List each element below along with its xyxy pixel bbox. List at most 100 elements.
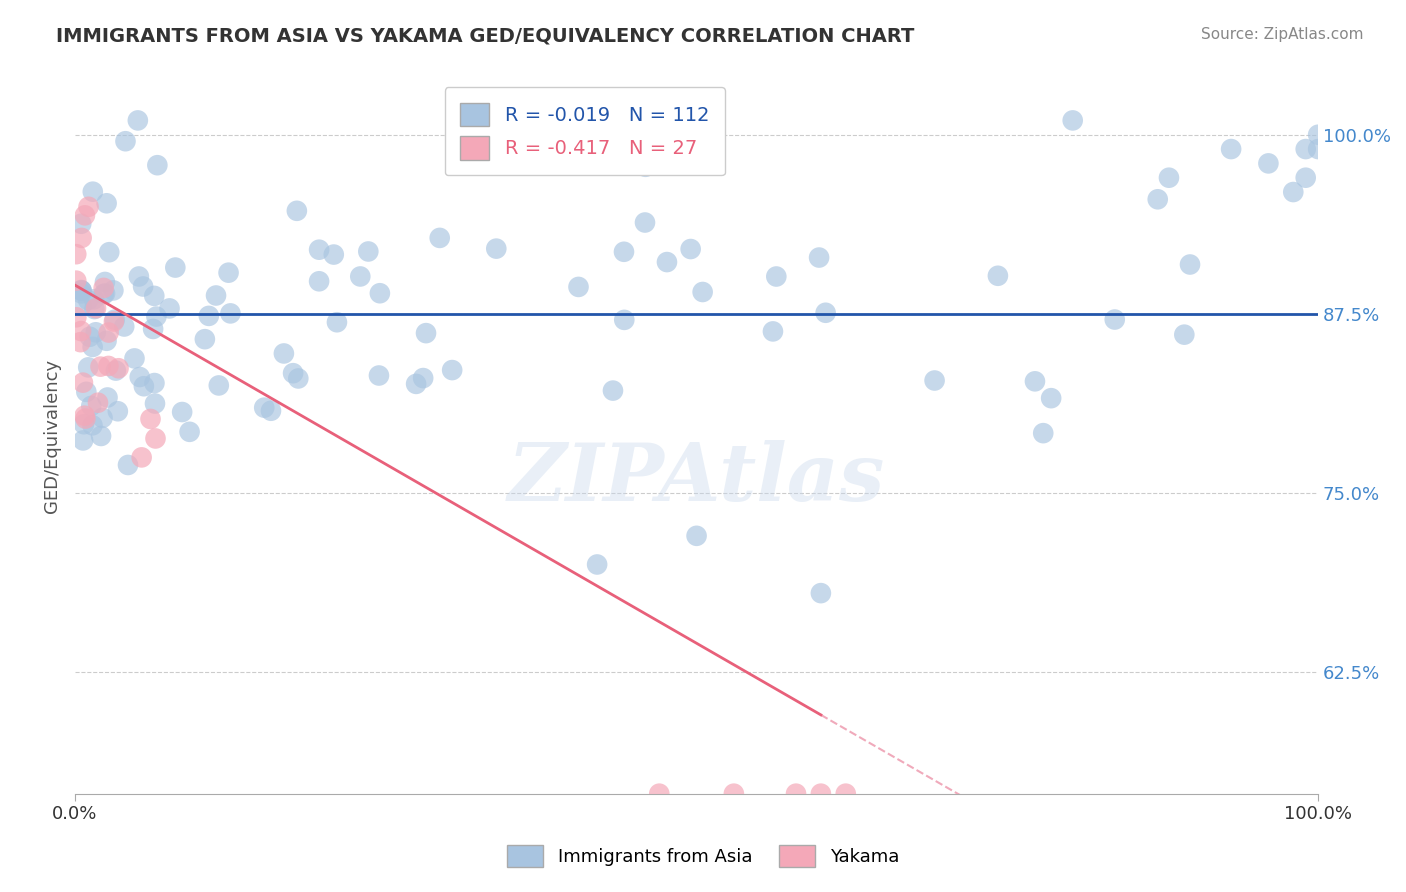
Point (287, 371, 309, 385)
Point (70, 283, 93, 297)
Point (165, 260, 187, 275)
Point (368, 286, 391, 301)
Point (139, 412, 162, 426)
Point (586, 558, 609, 572)
Point (82, 340, 104, 354)
Point (103, 284, 125, 298)
Point (679, 242, 702, 256)
Point (634, 215, 657, 229)
Text: Source: ZipAtlas.com: Source: ZipAtlas.com (1201, 27, 1364, 42)
Point (127, 113, 149, 128)
Point (77, 200, 100, 214)
Point (132, 379, 155, 393)
Point (281, 366, 304, 380)
Point (785, 787, 807, 801)
Point (485, 242, 508, 256)
Point (1104, 312, 1126, 326)
Legend: Immigrants from Asia, Yakama: Immigrants from Asia, Yakama (499, 838, 907, 874)
Point (96, 334, 118, 348)
Point (218, 266, 240, 280)
Point (97, 326, 120, 340)
Point (260, 404, 283, 418)
Point (79, 330, 101, 344)
Point (835, 787, 858, 801)
Point (143, 289, 166, 303)
Point (77, 293, 100, 307)
Point (762, 325, 785, 339)
Point (1308, 142, 1330, 156)
Point (613, 313, 636, 327)
Point (70, 284, 93, 298)
Point (143, 376, 166, 390)
Point (685, 529, 707, 543)
Point (765, 269, 787, 284)
Point (82, 418, 104, 433)
Point (98, 245, 121, 260)
Point (143, 396, 166, 410)
Text: IMMIGRANTS FROM ASIA VS YAKAMA GED/EQUIVALENCY CORRELATION CHART: IMMIGRANTS FROM ASIA VS YAKAMA GED/EQUIV… (56, 27, 915, 45)
Point (405, 376, 427, 391)
Point (107, 404, 129, 418)
Point (357, 244, 380, 259)
Point (285, 203, 308, 218)
Point (634, 160, 657, 174)
Point (69, 335, 91, 350)
Point (128, 269, 150, 284)
Point (72, 434, 94, 448)
Point (93, 287, 115, 301)
Point (132, 279, 155, 293)
Point (1040, 391, 1063, 405)
Point (1295, 170, 1317, 185)
Point (107, 361, 129, 376)
Point (655, 255, 678, 269)
Point (567, 280, 589, 294)
Point (146, 158, 169, 172)
Point (602, 384, 624, 398)
Point (613, 244, 636, 259)
Point (1146, 192, 1168, 206)
Point (308, 274, 330, 288)
Point (415, 326, 437, 340)
Legend: R = -0.019   N = 112, R = -0.417   N = 27: R = -0.019 N = 112, R = -0.417 N = 27 (444, 87, 725, 176)
Point (1032, 426, 1054, 441)
Point (90, 429, 112, 443)
Point (145, 310, 167, 324)
Point (82, 185, 104, 199)
Point (128, 370, 150, 384)
Point (84, 326, 107, 340)
Point (349, 269, 371, 284)
Point (172, 405, 194, 419)
Point (723, 787, 745, 801)
Point (142, 322, 165, 336)
Point (648, 787, 671, 801)
Point (87, 395, 110, 409)
Point (198, 309, 221, 323)
Point (73, 409, 96, 423)
Point (84, 301, 107, 316)
Point (93, 281, 115, 295)
Point (83, 292, 105, 306)
Point (208, 378, 231, 392)
Point (75, 384, 97, 399)
Point (83, 301, 105, 316)
Point (326, 315, 349, 329)
Point (692, 285, 714, 299)
Point (94, 275, 117, 289)
Point (219, 306, 242, 320)
Point (104, 363, 127, 377)
Point (808, 251, 831, 265)
Point (114, 134, 136, 148)
Point (814, 306, 837, 320)
Point (253, 401, 276, 415)
Point (96, 196, 118, 211)
Point (70, 324, 93, 338)
Point (205, 288, 228, 302)
Point (70, 286, 93, 301)
Point (91, 410, 114, 425)
Point (72, 376, 94, 390)
Point (810, 787, 832, 801)
Point (179, 425, 201, 439)
Point (104, 312, 127, 326)
Point (131, 450, 153, 465)
Point (1257, 156, 1279, 170)
